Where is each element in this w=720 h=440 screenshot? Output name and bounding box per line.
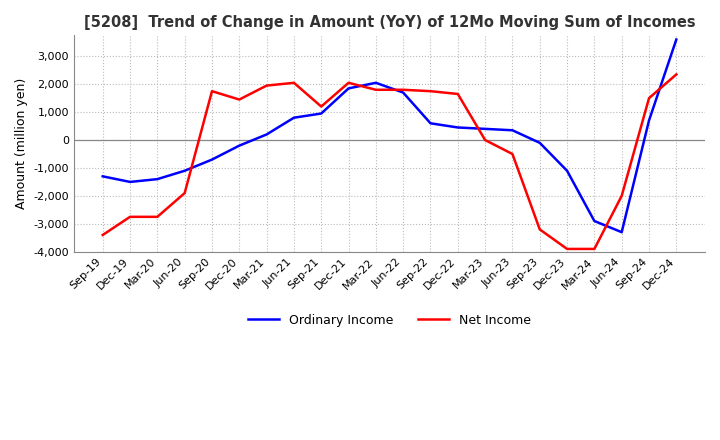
Net Income (536, 227, 544, 232)
Net Income (153, 214, 162, 220)
Ordinary Income (481, 126, 490, 132)
Net Income (317, 104, 325, 109)
Ordinary Income (672, 37, 680, 42)
Net Income (426, 88, 435, 94)
Ordinary Income (508, 128, 517, 133)
Net Income (126, 214, 135, 220)
Ordinary Income (426, 121, 435, 126)
Ordinary Income (235, 143, 243, 148)
Net Income (399, 87, 408, 92)
Ordinary Income (153, 176, 162, 182)
Y-axis label: Amount (million yen): Amount (million yen) (15, 78, 28, 209)
Net Income (617, 193, 626, 198)
Net Income (372, 87, 380, 92)
Net Income (344, 80, 353, 85)
Line: Net Income: Net Income (103, 74, 676, 249)
Net Income (235, 97, 243, 102)
Net Income (508, 151, 517, 157)
Ordinary Income (289, 115, 298, 121)
Ordinary Income (617, 230, 626, 235)
Net Income (454, 92, 462, 97)
Net Income (180, 191, 189, 196)
Ordinary Income (372, 80, 380, 85)
Ordinary Income (207, 157, 216, 162)
Net Income (481, 137, 490, 143)
Net Income (672, 72, 680, 77)
Ordinary Income (454, 125, 462, 130)
Ordinary Income (317, 111, 325, 116)
Ordinary Income (344, 86, 353, 91)
Net Income (99, 232, 107, 238)
Ordinary Income (99, 174, 107, 179)
Ordinary Income (644, 118, 653, 123)
Net Income (563, 246, 572, 252)
Net Income (207, 88, 216, 94)
Ordinary Income (399, 90, 408, 95)
Net Income (644, 95, 653, 101)
Ordinary Income (536, 140, 544, 146)
Net Income (262, 83, 271, 88)
Ordinary Income (180, 168, 189, 173)
Ordinary Income (262, 132, 271, 137)
Ordinary Income (126, 179, 135, 184)
Legend: Ordinary Income, Net Income: Ordinary Income, Net Income (243, 309, 536, 332)
Title: [5208]  Trend of Change in Amount (YoY) of 12Mo Moving Sum of Incomes: [5208] Trend of Change in Amount (YoY) o… (84, 15, 696, 30)
Line: Ordinary Income: Ordinary Income (103, 40, 676, 232)
Net Income (289, 80, 298, 85)
Ordinary Income (590, 218, 599, 224)
Ordinary Income (563, 168, 572, 173)
Net Income (590, 246, 599, 252)
